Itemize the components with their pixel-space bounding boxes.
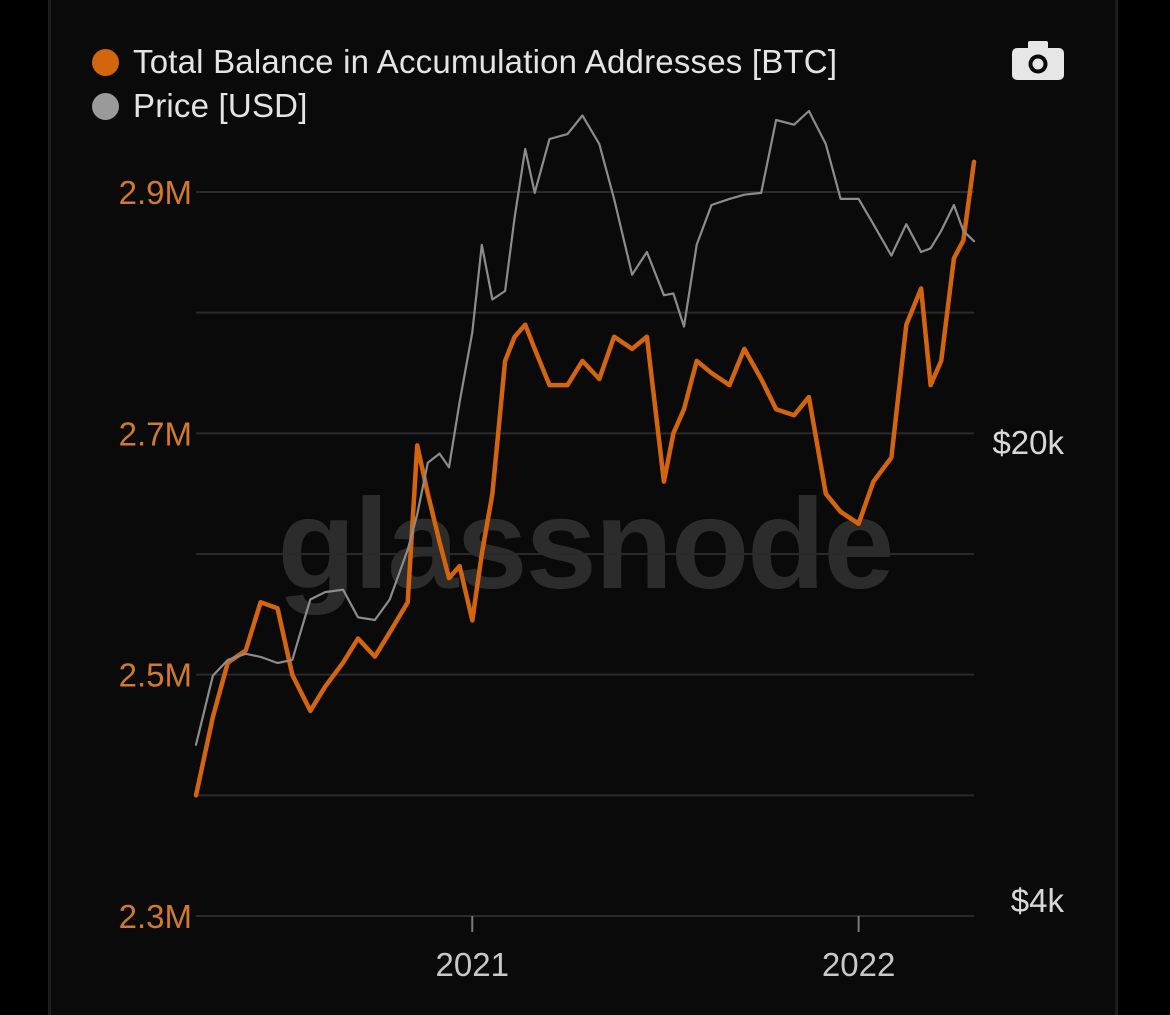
watermark-text: glassnode — [277, 473, 892, 616]
legend-item-price[interactable]: Price [USD] — [92, 84, 837, 128]
legend-dot-balance — [92, 48, 119, 76]
chart-panel — [48, 0, 1118, 1015]
camera-icon — [1012, 41, 1064, 80]
left-tick-label: 2.7M — [119, 415, 192, 452]
series-layer — [193, 109, 977, 798]
left-axis: 2.3M 2.5M 2.7M 2.9M — [119, 174, 192, 935]
right-tick-label: $20k — [992, 424, 1064, 461]
x-axis: 2021 2022 — [436, 916, 895, 983]
x-tick-label: 2022 — [822, 946, 895, 983]
left-tick-label: 2.5M — [119, 657, 192, 694]
price-series-line — [194, 109, 976, 746]
legend-item-balance[interactable]: Total Balance in Accumulation Addresses … — [92, 40, 837, 84]
screenshot-button[interactable] — [1010, 38, 1066, 82]
x-tick-label: 2021 — [436, 946, 509, 983]
right-axis: $4k $20k — [992, 424, 1064, 919]
left-tick-label: 2.3M — [119, 898, 192, 935]
right-tick-label: $4k — [1011, 882, 1065, 919]
legend-dot-price — [92, 92, 119, 120]
legend-label-balance: Total Balance in Accumulation Addresses … — [133, 43, 838, 80]
balance-series-line — [193, 159, 977, 798]
left-tick-label: 2.9M — [119, 174, 192, 211]
legend-label-price: Price [USD] — [133, 87, 308, 124]
chart-legend: Total Balance in Accumulation Addresses … — [92, 40, 837, 128]
chart-grid — [196, 191, 974, 917]
